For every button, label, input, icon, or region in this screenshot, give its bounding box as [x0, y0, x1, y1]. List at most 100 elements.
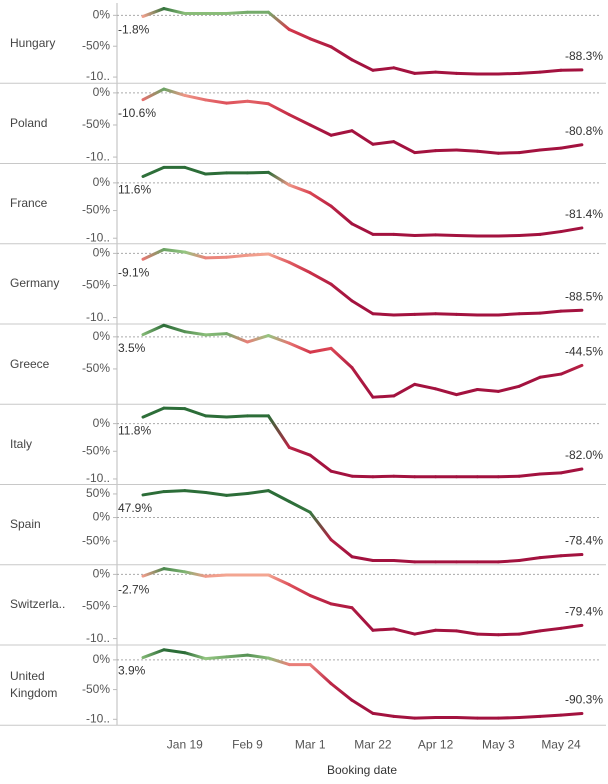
line-segment: [392, 714, 417, 720]
value-label: -79.4%: [565, 605, 603, 619]
line-segment: [162, 323, 187, 334]
line-segment: [350, 555, 375, 563]
line-segment: [329, 282, 354, 303]
line-segment: [204, 332, 229, 337]
line-segment: [225, 653, 249, 659]
line-segment: [287, 341, 312, 354]
y-tick-label: -50%: [82, 117, 110, 131]
line-segment: [434, 70, 458, 75]
line-segment: [434, 233, 458, 237]
value-label: -78.4%: [565, 534, 603, 548]
line-segment: [538, 146, 563, 152]
line-segment: [559, 623, 584, 630]
line-segment: [183, 93, 208, 102]
value-label: 3.5%: [118, 341, 146, 355]
country-label: Spain: [10, 517, 41, 532]
line-segment: [287, 183, 312, 195]
line-segment: [455, 716, 479, 720]
line-segment: [496, 151, 521, 155]
value-label: 3.9%: [118, 664, 146, 678]
value-label: -82.0%: [565, 448, 603, 462]
y-tick-label: -10..: [86, 310, 110, 324]
line-segment: [392, 232, 417, 237]
line-segment: [559, 363, 584, 376]
line-segment: [538, 309, 563, 315]
line-segment: [517, 556, 542, 563]
line-segment: [413, 382, 438, 391]
y-tick-label: -50%: [82, 361, 110, 375]
line-segment: [183, 651, 208, 661]
line-segment: [308, 453, 333, 473]
value-label: 11.6%: [118, 183, 151, 197]
line-segment: [266, 10, 291, 32]
line-segment: [246, 99, 270, 106]
line-segment: [350, 366, 375, 399]
line-segment: [308, 271, 333, 286]
line-segment: [266, 573, 291, 587]
line-segment: [475, 632, 500, 637]
line-segment: [392, 66, 417, 75]
x-tick-label: May 24: [541, 737, 581, 751]
line-segment: [392, 559, 417, 564]
line-segment: [496, 716, 521, 720]
value-label: -10.6%: [118, 106, 156, 120]
line-segment: [225, 491, 249, 497]
line-segment: [350, 474, 375, 479]
y-tick-label: -50%: [82, 599, 110, 613]
line-segment: [517, 311, 542, 316]
line-segment: [204, 98, 229, 105]
line-segment: [225, 332, 249, 344]
line-segment: [392, 474, 417, 479]
line-segment: [141, 490, 166, 497]
country-label: Greece: [10, 356, 50, 371]
y-tick-label: 0%: [93, 246, 111, 260]
line-segment: [350, 58, 375, 72]
x-tick-label: Mar 22: [354, 737, 392, 751]
line-segment: [413, 149, 438, 155]
value-label: -2.7%: [118, 582, 150, 596]
line-segment: [496, 71, 521, 76]
y-tick-label: -50%: [82, 443, 110, 457]
line-segment: [371, 474, 396, 479]
line-segment: [141, 165, 166, 178]
line-segment: [538, 68, 563, 74]
line-segment: [455, 629, 479, 636]
line-segment: [413, 233, 438, 237]
line-segment: [517, 70, 542, 75]
line-segment: [434, 628, 458, 633]
line-segment: [266, 252, 291, 264]
line-segment: [517, 714, 542, 720]
line-segment: [204, 255, 229, 260]
line-segment: [371, 66, 396, 72]
y-tick-label: 0%: [93, 175, 111, 189]
y-tick-label: 0%: [93, 8, 111, 22]
line-segment: [329, 682, 354, 702]
line-segment: [162, 7, 187, 15]
line-segment: [517, 629, 542, 636]
line-segment: [517, 148, 542, 155]
line-segment: [246, 653, 270, 660]
x-tick-label: Jan 19: [167, 737, 203, 751]
line-segment: [183, 407, 208, 418]
y-tick-label: -50%: [82, 203, 110, 217]
line-segment: [141, 87, 166, 102]
line-segment: [141, 406, 166, 419]
y-tick-label: -10..: [86, 471, 110, 485]
line-segment: [308, 594, 333, 606]
y-tick-label: -50%: [82, 278, 110, 292]
line-segment: [455, 387, 479, 397]
line-segment: [287, 445, 312, 457]
line-segment: [538, 471, 563, 476]
line-segment: [538, 626, 563, 633]
line-segment: [496, 559, 521, 564]
line-segment: [475, 387, 500, 393]
line-segment: [266, 656, 291, 667]
line-segment: [413, 716, 438, 720]
line-segment: [559, 226, 584, 234]
line-segment: [266, 334, 291, 345]
country-label: Germany: [10, 276, 60, 291]
line-segment: [329, 469, 354, 478]
line-segment: [434, 148, 458, 153]
line-segment: [475, 149, 500, 155]
line-segment: [371, 711, 396, 718]
